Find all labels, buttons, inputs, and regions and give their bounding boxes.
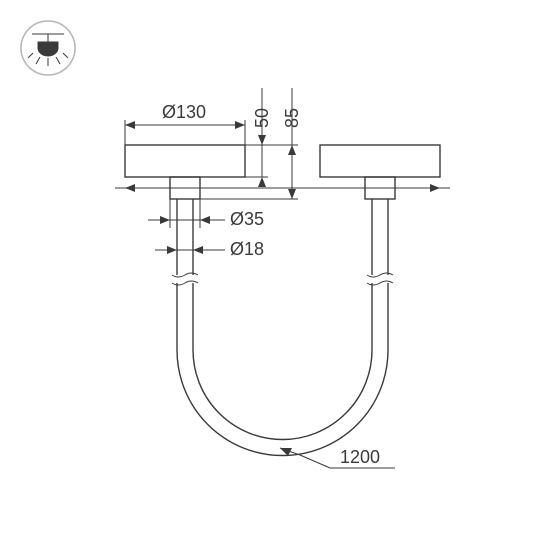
label-length-tube: 1200: [340, 447, 380, 467]
dim-diameter-stem: Ø35: [148, 199, 264, 229]
dim-diameter-tube: Ø18: [155, 239, 264, 259]
dim-height-top: 50: [245, 88, 272, 187]
dim-diameter-top: Ø130: [125, 102, 245, 145]
label-diameter-stem: Ø35: [230, 209, 264, 229]
label-diameter-top: Ø130: [162, 102, 206, 122]
label-diameter-tube: Ø18: [230, 239, 264, 259]
dim-length-tube: 1200: [280, 447, 395, 468]
drawing-canvas: Ø130 50 85 Ø35 Ø18: [0, 0, 555, 555]
dim-height-stem: 85: [200, 88, 302, 199]
dim-guides-right: [115, 184, 450, 192]
fixture-outline: [125, 145, 440, 456]
label-height-stem: 85: [282, 108, 302, 128]
ceiling-light-icon: [21, 21, 75, 75]
label-height-top: 50: [252, 108, 272, 128]
